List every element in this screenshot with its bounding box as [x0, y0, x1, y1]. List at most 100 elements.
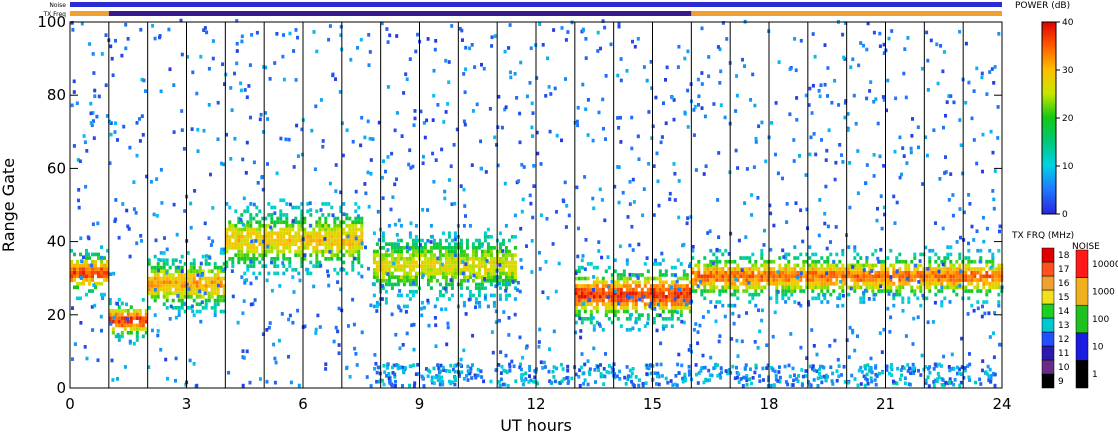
heatmap-cell — [613, 313, 617, 317]
heatmap-cell — [826, 263, 830, 268]
txfreq-scale-label: 13 — [1058, 321, 1069, 331]
heatmap-cell — [246, 268, 250, 272]
heatmap-cell — [351, 249, 355, 254]
heatmap-cell — [135, 121, 139, 125]
heatmap-cell — [631, 287, 635, 292]
heatmap-cell — [591, 196, 595, 201]
x-axis-label: UT hours — [500, 416, 572, 435]
heatmap-cell — [249, 246, 253, 250]
heatmap-cell — [392, 261, 396, 266]
heatmap-cell — [468, 268, 472, 272]
power-colorbar-band — [1042, 170, 1056, 173]
heatmap-cell — [816, 384, 820, 388]
heatmap-cell — [865, 163, 869, 167]
heatmap-cell — [288, 227, 292, 232]
heatmap-cell — [324, 362, 328, 367]
heatmap-cell — [911, 342, 915, 346]
heatmap-cell — [465, 257, 469, 261]
heatmap-cell — [844, 21, 848, 25]
heatmap-cell — [296, 35, 299, 40]
heatmap-cell — [252, 160, 256, 165]
heatmap-cell — [249, 224, 253, 228]
heatmap-cell — [373, 353, 377, 357]
heatmap-cell — [88, 278, 91, 282]
heatmap-cell — [938, 177, 942, 181]
heatmap-cell — [909, 150, 913, 155]
heatmap-cell — [817, 233, 821, 238]
heatmap-cell — [482, 66, 486, 71]
heatmap-cell — [673, 171, 677, 176]
heatmap-cell — [952, 278, 956, 282]
heatmap-cell — [476, 367, 480, 372]
heatmap-cell — [928, 259, 932, 264]
noise-bar — [70, 2, 1002, 7]
heatmap-cell — [844, 99, 848, 103]
heatmap-cell — [653, 307, 657, 311]
power-colorbar-band — [1042, 206, 1056, 209]
heatmap-cell — [381, 257, 385, 261]
heatmap-cell — [906, 369, 910, 373]
heatmap-cell — [141, 298, 145, 302]
heatmap-cell — [814, 263, 818, 268]
heatmap-cell — [153, 254, 157, 259]
heatmap-cell — [121, 202, 125, 206]
heatmap-cell — [637, 157, 641, 162]
heatmap-cell — [844, 278, 848, 282]
heatmap-cell — [140, 239, 143, 243]
heatmap-cell — [760, 274, 764, 279]
heatmap-cell — [658, 284, 662, 288]
heatmap-cell — [595, 280, 599, 285]
heatmap-cell — [622, 284, 626, 288]
heatmap-cell — [804, 173, 808, 177]
heatmap-cell — [667, 287, 671, 292]
heatmap-cell — [652, 284, 656, 288]
heatmap-cell — [440, 307, 444, 312]
heatmap-cell — [595, 320, 599, 325]
heatmap-cell — [866, 381, 870, 386]
heatmap-cell — [97, 281, 100, 286]
heatmap-cell — [820, 256, 824, 260]
heatmap-cell — [818, 94, 822, 99]
heatmap-cell — [474, 238, 478, 243]
heatmap-cell — [841, 248, 845, 253]
heatmap-cell — [592, 295, 596, 299]
heatmap-cell — [213, 302, 217, 307]
heatmap-cell — [730, 278, 734, 282]
heatmap-cell — [991, 263, 995, 268]
heatmap-cell — [552, 375, 556, 379]
heatmap-cell — [619, 287, 623, 292]
heatmap-cell — [742, 267, 746, 271]
heatmap-cell — [979, 270, 983, 275]
heatmap-cell — [453, 231, 457, 236]
heatmap-cell — [387, 260, 391, 265]
heatmap-cell — [862, 274, 866, 279]
heatmap-cell — [168, 273, 172, 277]
heatmap-cell — [829, 263, 833, 268]
heatmap-cell — [601, 291, 605, 296]
power-colorbar-band — [1042, 54, 1056, 57]
heatmap-cell — [393, 372, 397, 377]
heatmap-cell — [598, 187, 602, 192]
heatmap-cell — [616, 298, 620, 303]
heatmap-cell — [613, 295, 617, 299]
heatmap-cell — [199, 319, 203, 324]
heatmap-cell — [583, 362, 587, 367]
heatmap-cell — [868, 274, 872, 279]
heatmap-cell — [820, 281, 824, 286]
heatmap-cell — [691, 289, 695, 293]
heatmap-cell — [874, 263, 878, 268]
heatmap-cell — [958, 284, 962, 288]
heatmap-cell — [447, 242, 451, 246]
heatmap-cell — [946, 267, 950, 271]
heatmap-cell — [619, 284, 623, 288]
heatmap-cell — [94, 263, 97, 268]
heatmap-cell — [91, 252, 94, 257]
heatmap-cell — [435, 242, 439, 246]
heatmap-cell — [342, 268, 346, 272]
heatmap-cell — [661, 302, 665, 307]
heatmap-cell — [933, 300, 937, 305]
heatmap-cell — [338, 90, 342, 94]
heatmap-cell — [216, 100, 220, 105]
heatmap-cell — [790, 274, 794, 279]
heatmap-cell — [666, 380, 670, 385]
